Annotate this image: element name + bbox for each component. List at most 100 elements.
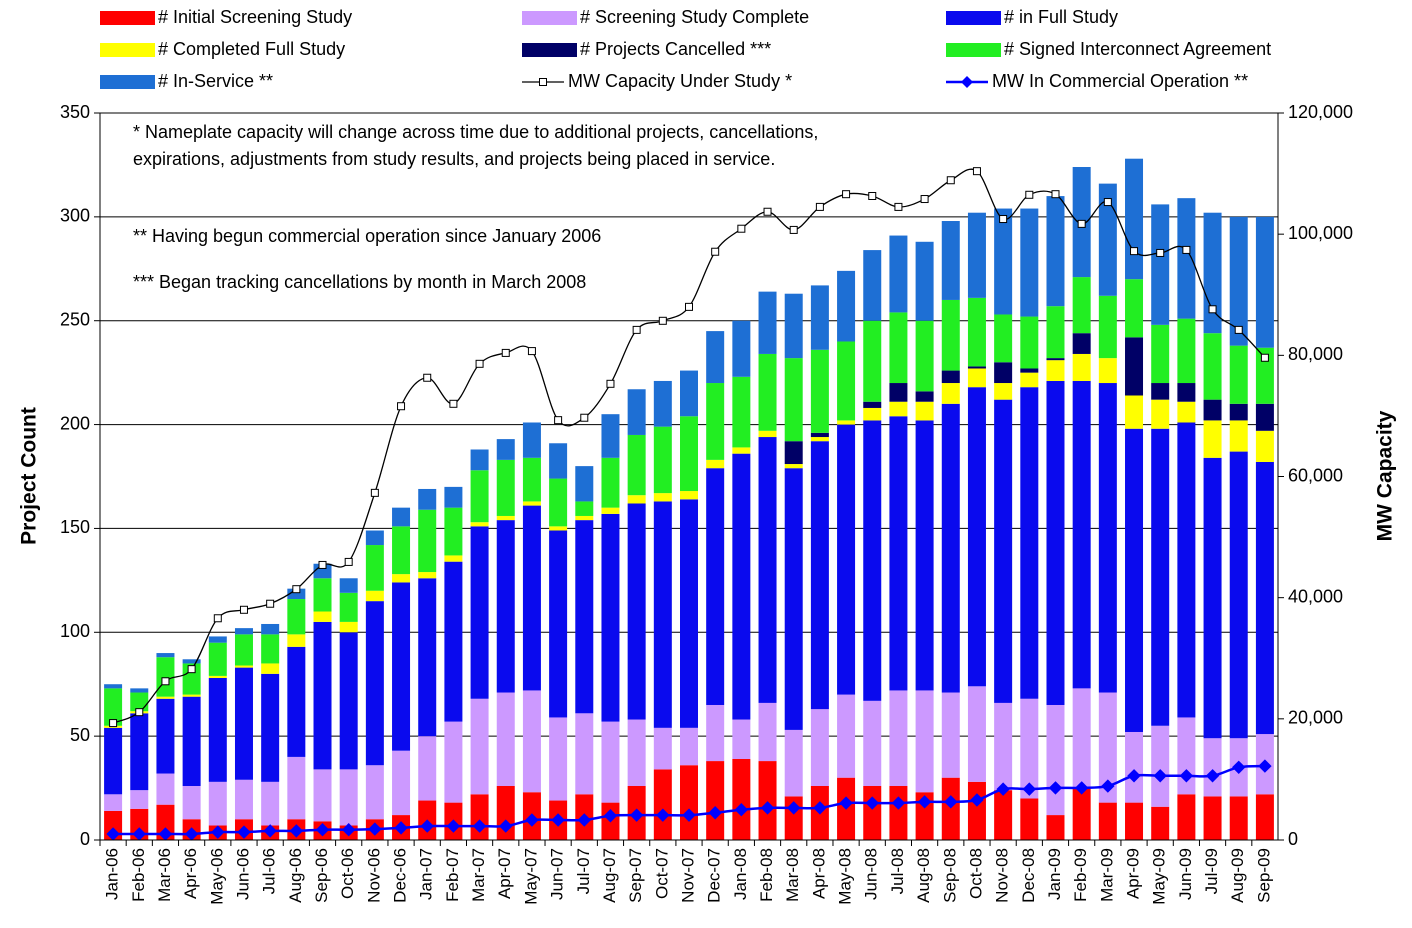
bar-segment	[1072, 353, 1091, 381]
bar-segment	[706, 704, 725, 762]
bar-segment	[863, 420, 882, 701]
line-marker	[1048, 781, 1063, 795]
bar-segment	[837, 694, 856, 778]
bar-segment	[1072, 688, 1091, 789]
bar-segment	[1020, 372, 1039, 388]
bar-segment	[837, 420, 856, 425]
legend-swatch	[946, 43, 1001, 57]
bar-segment	[522, 422, 541, 458]
line-marker	[999, 215, 1008, 224]
bar-segment	[1072, 380, 1091, 689]
bar-segment	[601, 513, 620, 722]
line-marker	[996, 782, 1010, 796]
bar-segment	[732, 758, 751, 840]
bar-segment	[758, 430, 777, 438]
line-marker	[551, 813, 565, 827]
bar-segment	[1020, 316, 1039, 369]
line-marker	[263, 824, 277, 838]
line-marker	[1179, 769, 1194, 783]
bar-segment	[1020, 698, 1039, 799]
x-tick-label: Feb-06	[129, 848, 148, 902]
y-tick-label: 250	[60, 309, 90, 329]
bar-segment	[627, 719, 646, 786]
line-marker	[472, 819, 487, 833]
bar-segment	[1255, 216, 1274, 348]
bar-segment	[758, 702, 777, 762]
legend-marker	[961, 76, 973, 88]
x-tick-label: Mar-07	[469, 848, 488, 902]
x-tick-label: May-09	[1150, 848, 1169, 905]
legend-label: MW In Commercial Operation **	[992, 71, 1248, 91]
bar-segment	[1046, 704, 1065, 816]
line-marker	[397, 402, 406, 411]
bar-segment	[496, 459, 515, 516]
line-marker	[1101, 779, 1115, 793]
line-marker	[1130, 247, 1139, 256]
line-marker	[370, 488, 379, 497]
x-tick-label: Mar-08	[783, 848, 802, 902]
bar-segment	[156, 698, 175, 774]
bar-segment	[601, 721, 620, 803]
line-marker	[970, 793, 984, 807]
line-marker	[527, 347, 536, 356]
line-marker	[839, 796, 853, 810]
bar-segment	[522, 457, 541, 502]
legend-marker	[539, 78, 547, 86]
bar-segment	[234, 634, 253, 666]
y-tick-label: 350	[60, 102, 90, 122]
x-tick-label: Sep-08	[940, 848, 959, 903]
bar-segment	[653, 380, 672, 427]
bar-segment	[758, 761, 777, 840]
bar-segment	[784, 729, 803, 797]
bar-segment	[1229, 345, 1248, 404]
bar-segment	[156, 773, 175, 805]
bar-segment	[444, 555, 463, 562]
bar-segment	[810, 349, 829, 433]
line-marker	[972, 167, 981, 176]
line-marker	[344, 557, 353, 566]
legend-swatch	[522, 43, 577, 57]
legend-label: # Screening Study Complete	[580, 7, 809, 27]
bar-segment	[418, 572, 437, 579]
bar-segment	[680, 370, 698, 417]
bar-segment	[706, 761, 725, 840]
bar-segment	[967, 781, 986, 840]
bar-segment	[418, 488, 437, 510]
bar-segment	[392, 526, 411, 575]
line-marker	[868, 191, 877, 200]
line-marker	[577, 813, 591, 827]
line-marker	[1025, 190, 1034, 199]
y2-tick-label: 20,000	[1288, 708, 1343, 728]
bar-segment	[1177, 794, 1196, 840]
line-marker	[1234, 325, 1243, 334]
bar-segment	[130, 688, 149, 693]
line-marker	[1077, 219, 1086, 228]
bar-segment	[1255, 430, 1274, 462]
legend-swatch	[100, 75, 155, 89]
bar-segment	[915, 320, 934, 392]
bar-segment	[941, 383, 960, 404]
bar-segment	[627, 495, 646, 504]
bar-segment	[496, 520, 515, 693]
line-marker	[525, 813, 539, 827]
line-marker	[944, 795, 958, 809]
bar-segment	[889, 401, 908, 417]
line-marker	[187, 665, 196, 674]
line-marker	[1258, 759, 1272, 773]
bar-segment	[837, 341, 856, 421]
bar-segment	[1151, 428, 1170, 726]
x-tick-label: Mar-06	[155, 848, 174, 902]
y-tick-label: 300	[60, 206, 90, 226]
line-marker	[446, 819, 461, 833]
bar-segment	[810, 285, 829, 350]
bar-segment	[941, 403, 960, 693]
bar-segment	[1151, 324, 1170, 384]
line-marker	[1074, 781, 1089, 795]
legend-entry: MW Capacity Under Study *	[522, 71, 792, 91]
bar-segment	[941, 370, 960, 384]
bar-segment	[1203, 212, 1222, 334]
bar-segment	[339, 578, 358, 593]
line-marker	[708, 806, 722, 820]
bar-segment	[1255, 347, 1274, 404]
